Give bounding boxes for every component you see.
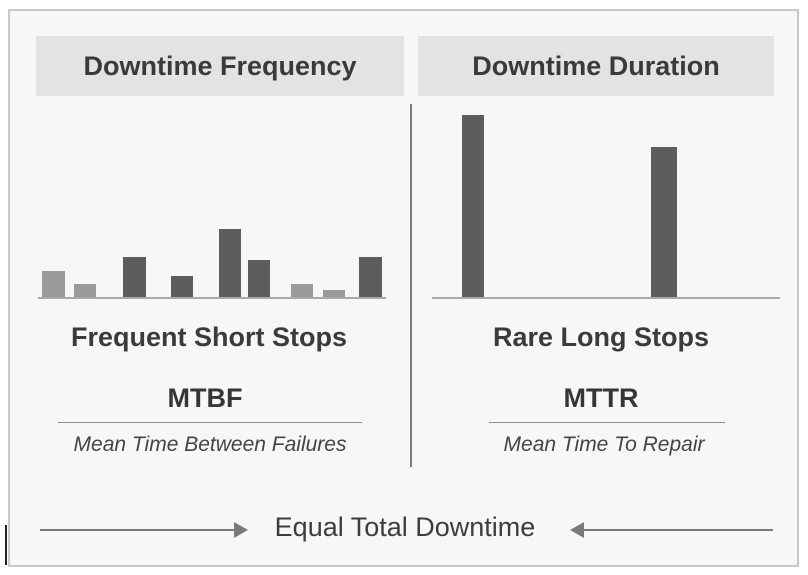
short-stop-bar-9 [359,257,382,297]
long-stop-bar-2 [651,147,677,297]
short-stop-bar-3 [123,257,146,297]
short-stop-bar-5 [219,229,241,297]
short-stop-bar-1 [42,271,65,297]
short-stop-bar-7 [291,284,313,297]
left-pointing-arrow-icon [570,522,584,538]
footer-label: Equal Total Downtime [274,512,536,542]
short-stop-bar-4 [171,276,193,297]
short-stop-bar-8 [323,290,345,297]
header-downtime-frequency: Downtime Frequency [36,36,404,96]
left-metric-description: Mean Time Between Failures [73,433,347,456]
left-arrow-line [40,529,235,531]
right-metric-description: Mean Time To Repair [503,433,705,456]
header-label: Downtime Duration [472,50,720,81]
edge-marker [5,525,7,565]
header-label: Downtime Frequency [83,50,357,81]
short-stop-bar-2 [74,284,96,297]
long-stop-bar-1 [462,115,484,297]
right-pointing-arrow-icon [234,522,248,538]
right-metric-rule [489,422,725,423]
left-panel-title: Frequent Short Stops [71,322,347,352]
short-stop-bar-6 [248,260,270,297]
mttr-label: MTTR [563,383,639,413]
left-baseline [38,297,386,299]
mtbf-label: MTBF [167,383,243,413]
right-baseline [432,297,780,299]
left-metric-rule [58,422,362,423]
right-arrow-line [583,529,773,531]
panel-divider [410,104,412,467]
right-panel-title: Rare Long Stops [492,322,709,352]
header-downtime-duration: Downtime Duration [418,36,774,96]
